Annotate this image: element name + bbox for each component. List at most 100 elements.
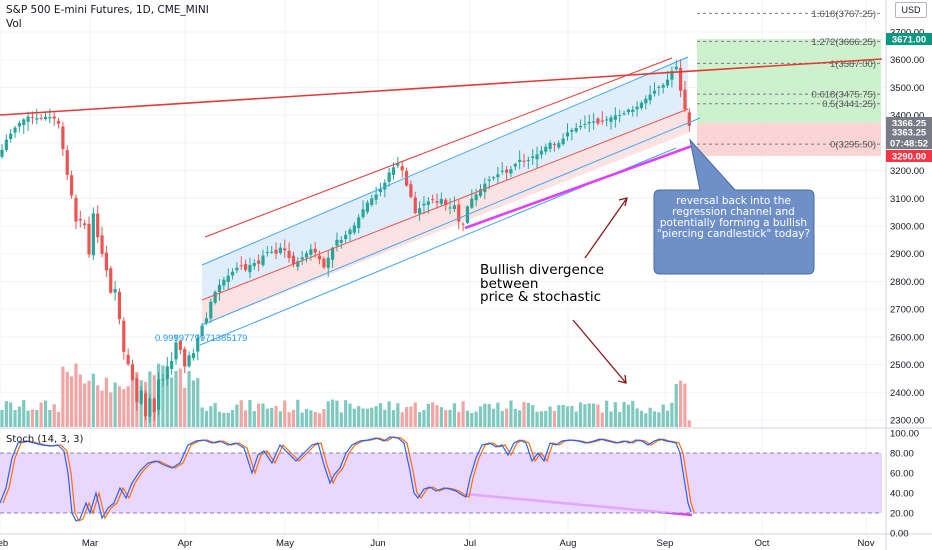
candle-body <box>239 265 243 267</box>
candle-body <box>400 166 404 171</box>
volume-bar <box>505 408 509 427</box>
time-tick-8: Oct <box>755 538 770 549</box>
candle-body <box>300 257 304 260</box>
candle-body <box>357 217 361 229</box>
fib-label-4: 0.5(3441.25) <box>822 99 876 110</box>
candle-body <box>565 132 570 137</box>
volume-bar <box>91 373 95 427</box>
candle-body <box>687 112 691 126</box>
volume-bar <box>165 374 169 427</box>
volume-bar <box>526 402 530 427</box>
candle-body <box>274 249 278 254</box>
volume-bar <box>544 410 548 427</box>
candle-body <box>174 342 178 360</box>
price-axis[interactable]: 3700.003600.003500.003400.003300.003200.… <box>890 28 924 427</box>
candle-body <box>83 223 87 225</box>
volume-bar <box>200 407 204 427</box>
volume-bar <box>348 403 352 427</box>
stoch-label: Stoch (14, 3, 3) <box>6 434 84 445</box>
volume-bar <box>426 403 430 427</box>
volume-bar <box>387 401 391 427</box>
stoch-tick-5: 0.00 <box>890 529 909 540</box>
candle-body <box>348 229 352 235</box>
volume-bar <box>204 411 209 427</box>
volume-bar <box>679 380 683 427</box>
candle-body <box>344 234 348 240</box>
volume-bar <box>665 410 670 427</box>
volume-bar <box>274 406 278 427</box>
volume-bar <box>126 386 130 427</box>
volume-bar <box>565 406 570 427</box>
candle-body <box>0 149 4 157</box>
candle-body <box>491 177 496 179</box>
volume-bar <box>161 365 165 427</box>
volume-bar <box>296 399 300 427</box>
candle-body <box>183 348 187 367</box>
candle-body <box>431 199 435 201</box>
price-tick-14: 2300.00 <box>890 416 924 427</box>
candle-body <box>70 175 74 196</box>
candle-body <box>644 98 648 104</box>
volume-bar <box>487 404 491 427</box>
candle-body <box>613 115 617 120</box>
candle-body <box>339 239 343 243</box>
volume-bar <box>283 400 287 427</box>
candle-body <box>35 118 39 120</box>
volume-bar <box>70 376 74 427</box>
volume-bar <box>570 405 574 427</box>
candle-body <box>418 208 422 214</box>
candle-body <box>374 194 378 200</box>
channel-lower-fill <box>202 109 688 325</box>
candle-body <box>126 354 130 365</box>
candle-body <box>413 197 417 214</box>
price-badge-text-1: 3366.25 <box>892 119 927 130</box>
volume-bar <box>378 403 383 427</box>
candle-body <box>313 248 317 253</box>
volume-bar <box>83 383 87 427</box>
loss-zone <box>697 123 881 156</box>
candle-body <box>487 179 491 181</box>
volume-bar <box>217 411 222 427</box>
volume-bar <box>639 410 644 427</box>
candle-body <box>13 127 17 133</box>
volume-bar <box>331 399 335 427</box>
volume-bar <box>578 402 583 427</box>
volume-bar <box>374 406 378 427</box>
candle-body <box>257 260 261 264</box>
candle-body <box>396 163 400 166</box>
price-divergence-line <box>464 144 693 230</box>
volume-bar <box>335 400 339 427</box>
candle-body <box>113 289 117 293</box>
volume-bar <box>613 402 617 427</box>
volume-bar <box>583 404 587 427</box>
time-tick-5: Jul <box>464 538 476 549</box>
time-tick-4: Jun <box>370 538 385 549</box>
fib-levels: 1.618(3767.25) 1.272(3666.25) 1(3587.00) 0.… <box>697 9 882 151</box>
volume-bar <box>396 403 400 427</box>
currency-button[interactable]: USD <box>895 2 927 18</box>
volume-bar <box>674 383 678 427</box>
note-line-2: between <box>480 275 539 292</box>
volume-bar <box>592 403 596 427</box>
candle-body <box>439 198 443 204</box>
candle-body <box>657 87 661 89</box>
candle-body <box>143 393 148 417</box>
volume-bar <box>552 410 557 427</box>
candle-body <box>78 218 82 221</box>
candle-body <box>635 106 639 110</box>
candle-body <box>39 117 43 119</box>
volume-bar <box>291 409 296 427</box>
time-axis[interactable]: Feb Mar Apr May Jun Jul Aug Sep Oct Nov <box>0 538 875 549</box>
volume-bar <box>22 399 26 427</box>
volume-bar <box>191 380 195 427</box>
fib-label-0: 1.618(3767.25) <box>812 9 876 20</box>
candle-body <box>96 213 100 238</box>
volume-bar <box>239 400 243 427</box>
volume-bar <box>309 410 313 427</box>
candle-body <box>518 159 522 162</box>
candle-body <box>139 390 143 404</box>
volume-bar <box>213 403 217 427</box>
volume-bar <box>474 411 478 427</box>
candle-body <box>522 160 526 162</box>
candle-body <box>435 201 439 203</box>
